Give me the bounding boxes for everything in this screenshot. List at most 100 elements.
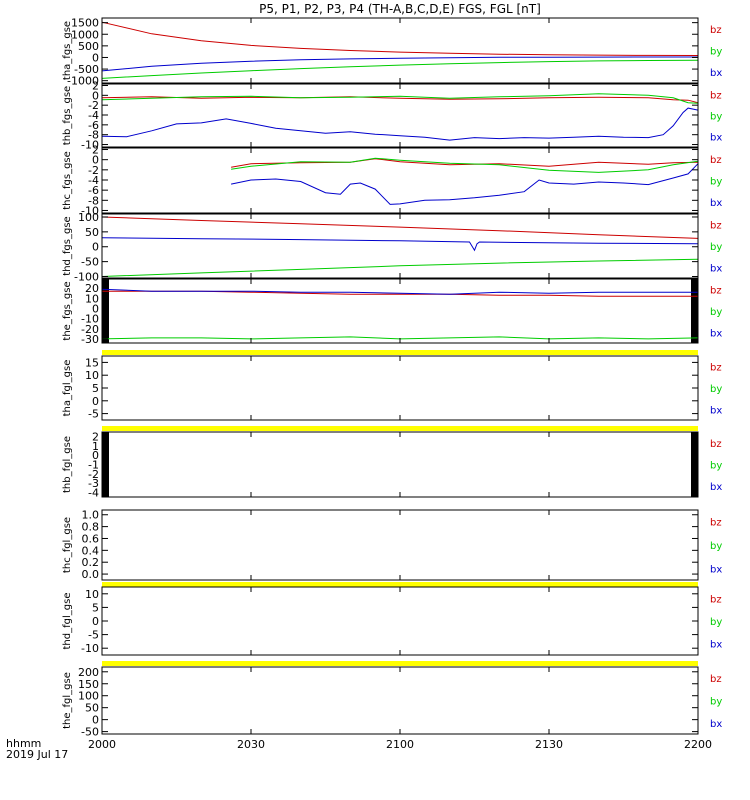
panel-2-ytick-label-0: 2 [92,79,99,92]
xtick-label-3: 2130 [535,738,563,751]
panel-8-legend-by: by [710,541,722,552]
panel-4-legend-bx: bx [710,263,722,274]
panel-7-legend-by: by [710,461,722,472]
no-data-bar-1 [102,350,698,355]
panel-3-frame [101,147,699,214]
panel-4-ytick-label-1: 50 [85,226,99,239]
panel-5-legend-bz: bz [710,286,722,297]
panel-9-ytick-label-3: -5 [88,629,99,642]
panel-7-ytick-label-6: -4 [88,486,99,499]
panel-6-ytick-label-2: 5 [92,382,99,395]
panel-6-ytick-label-0: 15 [85,356,99,369]
panel-4-legend-bz: bz [710,221,722,232]
panel-10-ytick-label-0: 200 [78,666,99,679]
panel-3-ytick-label-1: 0 [92,154,99,167]
panel-2-frame [101,83,699,148]
panel-5-ytick-label-3: -10 [81,313,99,326]
panel-2-series-by [101,93,699,104]
panel-1-series-bz [101,21,699,56]
panel-3-legend-by: by [710,177,722,188]
panel-7-ytick-label-3: -1 [88,459,99,472]
panel-3-ytick-label-2: -2 [88,164,99,177]
panel-7-ytick-label-0: 2 [92,431,99,444]
panel-4-series-bz [101,216,699,239]
panel-8-ylabel: thc_fgl_gse [62,517,73,573]
panel-10-ylabel: the_fgl_gse [62,672,73,729]
panel-1-ylabel: tha_fgs_gse [62,21,73,80]
panel-2-legend-bx: bx [710,133,722,144]
panel-6-ytick-label-3: 0 [92,395,99,408]
panel-4-ylabel: thd_fgs_gse [62,216,73,275]
panel-4-ytick-label-4: -100 [74,271,99,284]
date-label: 2019 Jul 17 [6,748,68,761]
panel-4-ytick-label-3: -50 [81,256,99,269]
panel-5-series-bx [101,288,698,295]
panel-5-ylabel: the_fgs_gse [62,281,73,340]
panel-3-series-by [231,157,699,173]
panel-2-legend-bz: bz [710,91,722,102]
panel-2-ytick-label-5: -8 [88,129,99,142]
panel-9-legend-bx: bx [710,640,722,651]
panel-9-frame [101,586,699,656]
panel-6-ytick-label-1: 10 [85,369,99,382]
no-data-bar-2 [102,426,698,431]
panel-10-ytick-label-5: -50 [81,726,99,739]
panel-8-ytick-label-0: 1.0 [82,509,100,522]
panel-7-ytick-label-1: 1 [92,440,99,453]
panel-8-ytick-label-1: 0.8 [82,521,100,534]
panel-7-ytick-label-5: -3 [88,477,99,490]
panel-8-legend-bx: bx [710,564,722,575]
panel-1-ytick-label-0: 1500 [71,17,99,30]
panel-4-series-by [101,258,699,277]
panel-6-legend-bz: bz [710,363,722,374]
panel-3-series-bz [231,158,699,168]
panel-1-ytick-label-4: -500 [74,63,99,76]
panel-8-ytick-label-3: 0.4 [82,544,100,557]
panel-7-legend-bx: bx [710,482,722,493]
xtick-label-1: 2030 [237,738,265,751]
panel-4-ytick-label-2: 0 [92,241,99,254]
panel-6-frame [101,355,699,421]
panel-5-right-fill [691,279,698,343]
xtick-label-0: 2000 [88,738,116,751]
no-data-bar-4 [102,661,698,666]
panel-7-frame [101,431,699,498]
panel-7-legend-bz: bz [710,439,722,450]
panel-1-legend-bz: bz [710,25,722,36]
panel-3-ytick-label-5: -8 [88,194,99,207]
panel-10-ytick-label-1: 150 [78,678,99,691]
panel-9-ylabel: thd_fgl_gse [62,593,73,650]
panel-3-ytick-label-3: -4 [88,174,99,187]
panel-3-ytick-label-0: 2 [92,144,99,157]
xtick-label-4: 2200 [684,738,712,751]
panel-5-frame [101,278,699,344]
panel-6-ytick-label-4: -5 [88,408,99,421]
panel-2-ylabel: thb_fgs_gse [62,86,73,145]
panel-2-ytick-label-2: -2 [88,99,99,112]
panel-1-ytick-label-3: 0 [92,51,99,64]
panel-6-legend-bx: bx [710,405,722,416]
panel-3-legend-bx: bx [710,198,722,209]
panel-10-ytick-label-3: 50 [85,702,99,715]
panel-5-left-fill [102,279,109,343]
panel-2-ytick-label-6: -10 [81,139,99,152]
panel-6-legend-by: by [710,384,722,395]
panel-5-legend-by: by [710,307,722,318]
panel-3-ytick-label-6: -10 [81,204,99,217]
panel-1-legend-bx: bx [710,68,722,79]
panel-2-legend-by: by [710,112,722,123]
panel-1-series-bx [101,56,698,72]
panel-5-legend-bx: bx [710,328,722,339]
panel-8-frame [101,509,699,581]
panel-8-ytick-label-5: 0.0 [82,568,100,581]
panel-9-ytick-label-4: -10 [81,642,99,655]
panel-9-legend-by: by [710,617,722,628]
panel-10-legend-bx: bx [710,719,722,730]
panel-10-ytick-label-2: 100 [78,690,99,703]
panel-7-ytick-label-2: 0 [92,449,99,462]
panel-5-ytick-label-0: 20 [85,282,99,295]
panel-3-series-bx [230,163,699,205]
panel-4-legend-by: by [710,242,722,253]
panel-8-ytick-label-4: 0.2 [82,556,100,569]
